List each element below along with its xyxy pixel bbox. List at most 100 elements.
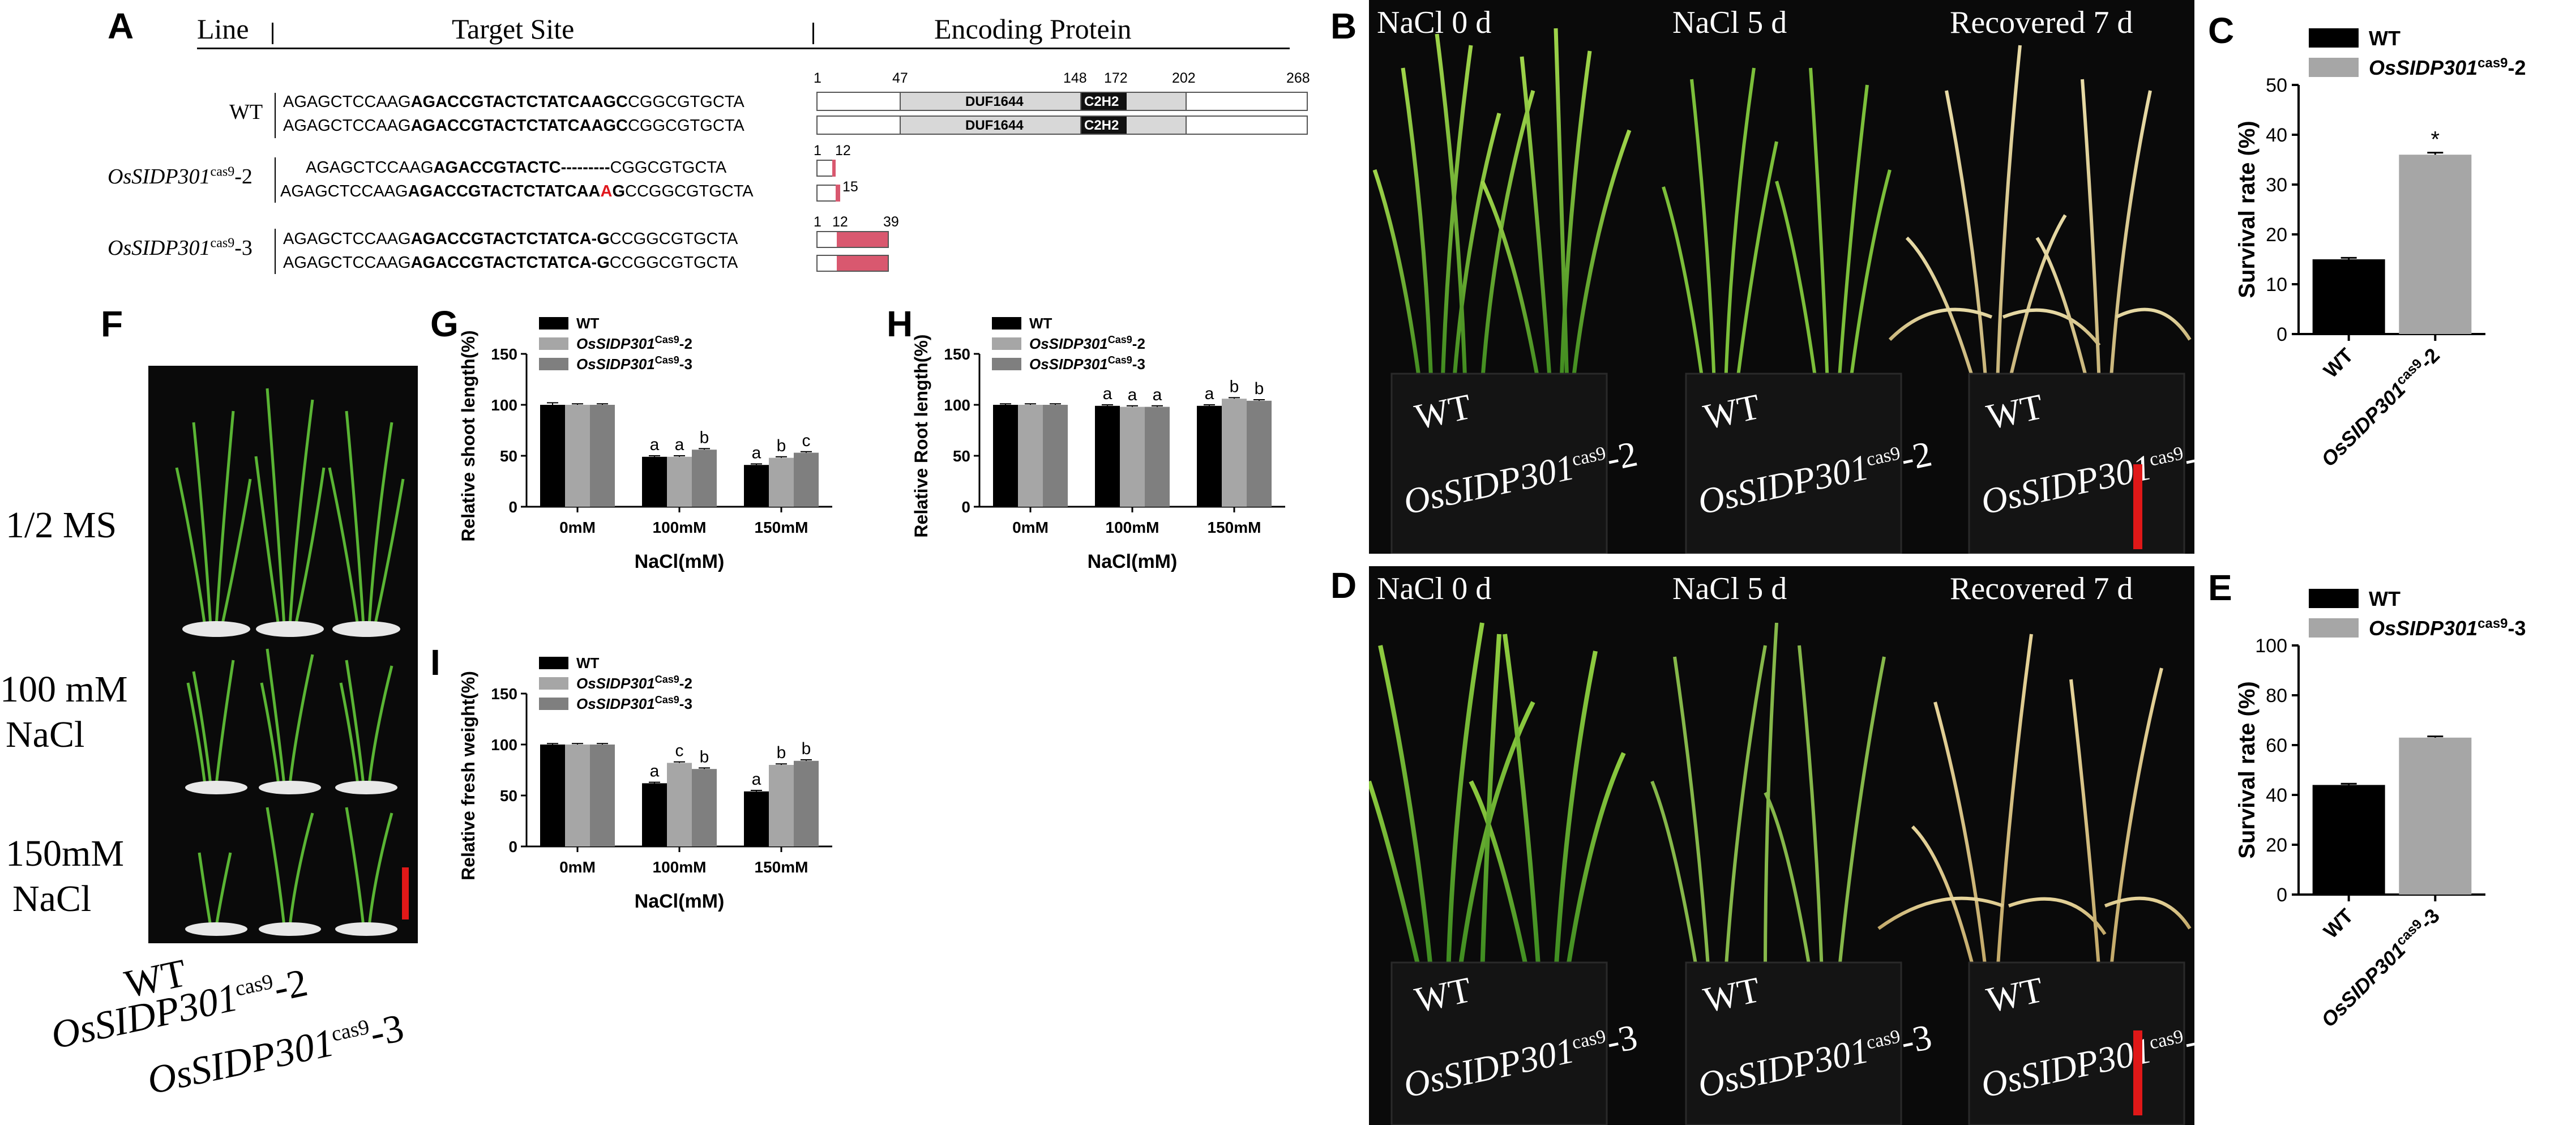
bar-2-2 xyxy=(1247,400,1272,507)
y-tick-label-0: 0 xyxy=(2277,884,2287,906)
photo-panel-f xyxy=(148,366,418,943)
bar-2-1 xyxy=(769,457,794,507)
x-axis-label: NaCl(mM) xyxy=(1088,551,1178,572)
m2-seq-1: AGAGCTCCAAGAGACCGTACTC---------CGGCGTGCT… xyxy=(306,159,727,177)
bar-0-0 xyxy=(540,405,565,507)
legend-label-1-main: OsSIDP301 xyxy=(576,335,655,352)
legend-swatch-0 xyxy=(2309,28,2359,48)
f-row-3b: NaCl xyxy=(12,878,92,919)
panel-letter-g: G xyxy=(430,303,459,344)
legend-label-1-main: OsSIDP301 xyxy=(576,675,655,692)
legend-label-1-sup: cas9 xyxy=(2477,616,2507,631)
wt-seq-1: AGAGCTCCAAGAGACCGTACTCTATCAAGCCGGCGTGCTA xyxy=(283,93,744,111)
bar-1-0 xyxy=(642,456,667,507)
legend-label-1-suffix: -2 xyxy=(2508,56,2526,79)
legend-swatch-0 xyxy=(992,317,1021,330)
d-cond-3: Recovered 7 d xyxy=(1950,571,2133,606)
f-row-2b: NaCl xyxy=(6,714,85,755)
x-tick-label-2: 150mM xyxy=(755,519,808,536)
legend-label-1-sup: cas9 xyxy=(2477,55,2507,71)
letter-1-1: a xyxy=(675,435,684,454)
wt-seq-2: AGAGCTCCAAGAGACCGTACTCTATCAAGCCGGCGTGCTA xyxy=(283,117,744,135)
x-tick-label-1-main: OsSIDP301 xyxy=(2317,378,2410,471)
bar-0-0 xyxy=(540,745,565,846)
domain-c2h2-wt-1 xyxy=(1081,93,1127,110)
y-tick-label-3: 150 xyxy=(944,345,970,363)
legend-label-0: WT xyxy=(576,317,600,332)
letter-2-0: a xyxy=(752,770,761,789)
y-tick-label-3: 30 xyxy=(2266,174,2287,196)
bar-0-1 xyxy=(565,405,590,507)
header-divider-1 xyxy=(272,23,273,44)
panel-letter-i: I xyxy=(430,642,440,683)
f-row-3a: 150mM xyxy=(6,833,125,874)
m3-protein-1-mut xyxy=(837,232,888,247)
x-tick-label-0: 0mM xyxy=(1012,519,1049,536)
panel-letter-e: E xyxy=(2208,567,2232,608)
protein-tick-1: 1 xyxy=(814,70,821,86)
legend-label-0-main: WT xyxy=(2369,27,2400,50)
x-tick-label-1: 100mM xyxy=(1106,519,1159,536)
y-tick-label-3: 150 xyxy=(491,685,517,703)
legend-label-1-suffix: -2 xyxy=(1132,335,1145,352)
bar-1-1 xyxy=(1120,407,1145,507)
bar-1-1 xyxy=(667,763,692,846)
legend-label-0-main: WT xyxy=(1029,317,1052,332)
letter-2-2: b xyxy=(1255,379,1264,398)
letter-1-1: a xyxy=(1128,386,1137,404)
legend-swatch-2 xyxy=(539,358,568,370)
bar-0-2 xyxy=(590,405,615,507)
d-cond-1: NaCl 0 d xyxy=(1377,571,1492,606)
legend-label-1-sup: Cas9 xyxy=(1108,334,1132,345)
legend-label-1: OsSIDP301cas9-2 xyxy=(2369,55,2526,80)
bar-2-2 xyxy=(794,452,819,507)
bar-0-2 xyxy=(590,745,615,846)
m3-seq-2: AGAGCTCCAAGAGACCGTACTCTATCA-GCCGGCGTGCTA xyxy=(283,254,738,272)
legend-label-1-sup: Cas9 xyxy=(655,334,679,345)
domain-duf-label-1: DUF1644 xyxy=(965,94,1024,109)
x-tick-label-0: 0mM xyxy=(559,519,596,536)
y-axis-label: Survival rate (%) xyxy=(2235,121,2260,298)
m3-line-label: OsSIDP301cas9-3 xyxy=(108,236,253,260)
legend-label-1-main: OsSIDP301 xyxy=(2369,56,2477,79)
legend-label-1: OsSIDP301cas9-3 xyxy=(2369,616,2526,640)
bar-0 xyxy=(2312,785,2385,895)
letter-1-2: a xyxy=(1153,386,1162,404)
panel-letter-h: H xyxy=(887,303,913,344)
letter-2-1: b xyxy=(777,743,786,762)
f-row-1: 1/2 MS xyxy=(6,504,117,546)
header-line: Line xyxy=(197,13,249,45)
domain-duf-wt-1 xyxy=(900,93,1081,110)
bar-1 xyxy=(2399,155,2472,334)
legend-label-0: WT xyxy=(576,657,600,671)
legend-label-1: OsSIDP301Cas9-2 xyxy=(1029,334,1145,352)
y-tick-label-4: 40 xyxy=(2266,125,2287,146)
header-divider-2 xyxy=(812,23,814,44)
bar-0-1 xyxy=(565,745,590,846)
m3-bracket xyxy=(275,229,276,274)
x-tick-label-2: 150mM xyxy=(1208,519,1261,536)
bar-1-1 xyxy=(667,456,692,507)
header-target: Target Site xyxy=(452,13,575,45)
d-scale-bar xyxy=(2133,1030,2142,1115)
y-tick-label-5: 50 xyxy=(2266,75,2287,96)
seedlings-f xyxy=(175,388,405,936)
y-tick-label-3: 150 xyxy=(491,345,517,363)
significance-1: * xyxy=(2431,127,2440,152)
y-tick-label-3: 60 xyxy=(2266,735,2287,756)
domain-c2h2-wt-2 xyxy=(1081,117,1127,134)
legend-label-2-sup: Cas9 xyxy=(655,354,679,366)
y-tick-label-0: 0 xyxy=(508,498,517,516)
letter-2-2: c xyxy=(802,431,811,450)
header-rule xyxy=(197,48,1290,49)
letter-2-0: a xyxy=(752,443,761,462)
protein-tick-202: 202 xyxy=(1172,70,1196,86)
b-cond-2: NaCl 5 d xyxy=(1672,5,1787,40)
x-tick-label-0-main: WT xyxy=(2319,344,2358,383)
letter-1-2: b xyxy=(700,428,709,447)
y-axis-label: Relative fresh weight(%) xyxy=(458,671,478,880)
x-tick-label-2: 150mM xyxy=(755,858,808,876)
chart-c: 0 10 20 30 40 50 Survival rate (%) WT * OsSIDP301… xyxy=(2235,27,2526,471)
